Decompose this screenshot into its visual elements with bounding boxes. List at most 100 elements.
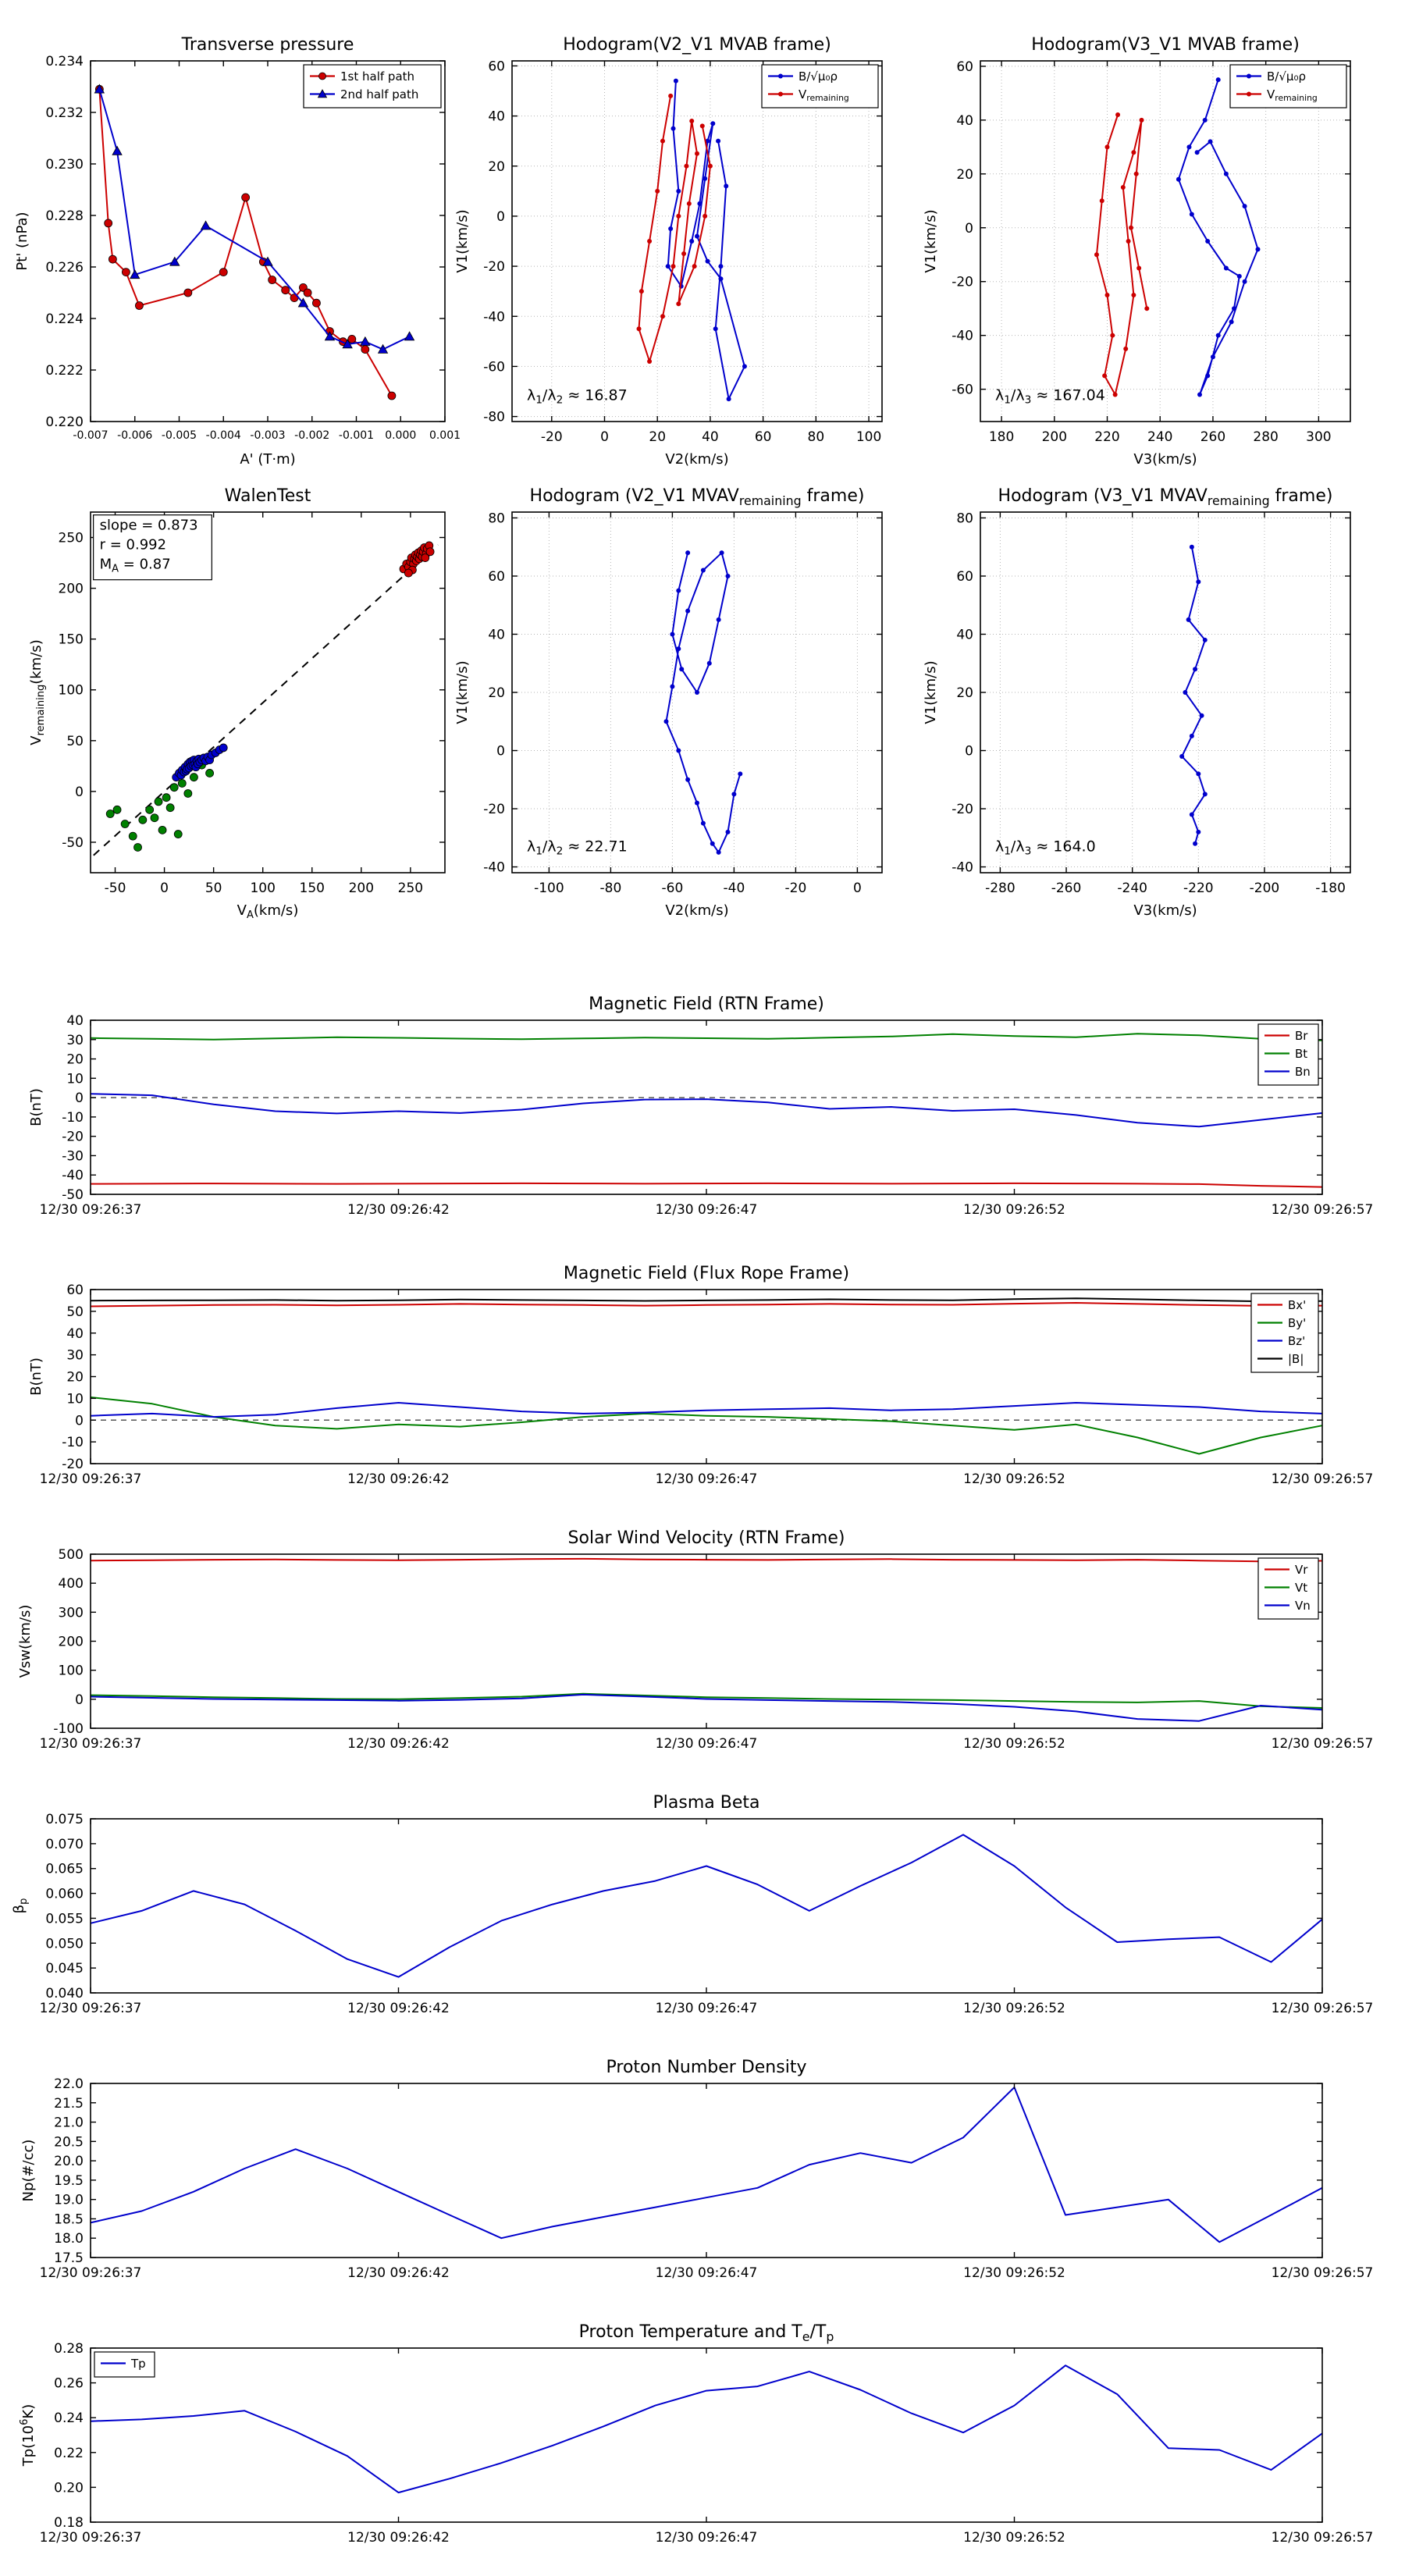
y-axis-label: B(nT) [28, 1088, 44, 1126]
x-tick-label: 12/30 09:26:57 [1272, 1736, 1374, 1752]
y-tick-label: -20 [951, 802, 973, 817]
y-tick-label: 0 [965, 221, 973, 237]
series-beta_p [90, 1834, 1323, 1978]
x-tick-label: -180 [1315, 881, 1346, 896]
y-tick-label: -10 [62, 1435, 84, 1450]
x-tick-label: -20 [541, 429, 563, 445]
y-axis-label: V1(km/s) [923, 660, 939, 724]
x-tick-label: -220 [1183, 881, 1214, 896]
chart-title: Proton Temperature and Te/Tp [579, 2322, 834, 2344]
x-tick-label: 12/30 09:26:37 [40, 2265, 142, 2281]
legend-label: |B| [1288, 1352, 1304, 1366]
legend-box [1229, 64, 1347, 109]
x-tick-label: 180 [989, 429, 1014, 445]
y-tick-label: 60 [956, 569, 973, 585]
x-axis-label: V2(km/s) [665, 902, 728, 919]
x-tick-label: 12/30 09:26:37 [40, 1736, 142, 1752]
series-fit [93, 544, 439, 856]
x-tick-label: 50 [205, 881, 222, 896]
x-axis-label: V3(km/s) [1133, 902, 1197, 919]
legend-label: Vr [1295, 1563, 1308, 1577]
y-tick-label: -20 [951, 275, 973, 290]
chart-vsw_rtn: 12/30 09:26:37 12/30 09:26:42 12/30 09:26:… [17, 1528, 1373, 1752]
x-tick-label: 220 [1094, 429, 1119, 445]
y-tick-label: 40 [956, 627, 973, 642]
x-tick-label: 12/30 09:26:47 [656, 1471, 758, 1487]
y-tick-label: 200 [59, 1635, 84, 1650]
x-tick-label: 12/30 09:26:52 [963, 2265, 1065, 2281]
x-tick-label: 12/30 09:26:57 [1272, 1202, 1374, 1218]
chart-walen_test: -50 0 50 100 150 200 250 -50 0 50 100 150 200 250 Wale… [28, 486, 446, 921]
x-tick-label: 12/30 09:26:57 [1272, 1471, 1374, 1487]
y-tick-label: -40 [951, 860, 973, 876]
chart-b_fluxrope: 12/30 09:26:37 12/30 09:26:42 12/30 09:26:… [28, 1264, 1373, 1487]
x-tick-label: 60 [755, 429, 772, 445]
x-tick-label: -0.006 [117, 429, 152, 442]
x-tick-label: 0 [853, 881, 862, 896]
x-tick-label: 0.000 [385, 429, 416, 442]
legend-box [1257, 1557, 1319, 1620]
x-tick-label: -60 [662, 881, 684, 896]
x-tick-label: 12/30 09:26:37 [40, 2001, 142, 2016]
y-tick-label: 10 [66, 1071, 84, 1087]
annotation: λ1/λ2 ≈ 16.87 [527, 386, 628, 406]
y-tick-label: -20 [483, 802, 505, 817]
y-tick-label: 10 [66, 1391, 84, 1407]
chart-b_rtn: 12/30 09:26:37 12/30 09:26:42 12/30 09:26:… [28, 994, 1373, 1218]
chart-hodogram_v2v1_mvav: -100 -80 -60 -40 -20 0 -40 -20 0 20 40 60 80 Hodogram… [454, 486, 883, 919]
y-tick-label: 60 [488, 59, 505, 74]
legend-label: 1st half path [340, 69, 414, 84]
y-tick-label: 20 [488, 159, 505, 175]
legend-label: Bt [1295, 1047, 1307, 1061]
x-tick-label: -20 [785, 881, 807, 896]
x-tick-label: -0.007 [73, 429, 108, 442]
y-tick-label: -50 [62, 835, 84, 851]
y-tick-label: 0 [75, 1692, 84, 1708]
y-tick-label: 250 [59, 531, 84, 546]
axes-frame [90, 1019, 1323, 1195]
y-tick-label: 0.075 [45, 1812, 84, 1827]
series-1st half path [98, 89, 393, 397]
y-tick-label: 0.070 [45, 1837, 84, 1852]
y-tick-label: 0.050 [45, 1936, 84, 1952]
chart-hodogram_v3v1_mvav: -280 -260 -240 -220 -200 -180-40-20020406080H… [923, 486, 1351, 919]
series-|B| [90, 1297, 1323, 1303]
x-tick-label: 12/30 09:26:52 [963, 2530, 1065, 2546]
y-axis-label: Tp(106K) [19, 2404, 37, 2467]
y-tick-label: 0.230 [45, 157, 84, 173]
x-tick-label: 12/30 09:26:42 [347, 2265, 450, 2281]
y-tick-label: -40 [483, 309, 505, 325]
x-tick-label: 0.001 [429, 429, 461, 442]
x-tick-label: 12/30 09:26:47 [656, 1202, 758, 1218]
y-tick-label: 0.28 [54, 2341, 84, 2357]
legend-label: Bx' [1288, 1298, 1306, 1312]
y-tick-label: 20 [956, 685, 973, 701]
y-tick-label: 0.060 [45, 1887, 84, 1902]
series-Tp [90, 2364, 1323, 2494]
legend-label: B/√μ₀ρ [799, 69, 838, 84]
x-tick-label: 0 [600, 429, 609, 445]
y-tick-label: 0.065 [45, 1862, 84, 1877]
chart-proton_temp: 12/30 09:26:37 12/30 09:26:42 12/30 09:26:… [19, 2322, 1373, 2546]
x-tick-label: -80 [600, 881, 622, 896]
y-tick-label: 0 [75, 1091, 84, 1106]
y-tick-label: 0 [75, 1413, 84, 1429]
y-tick-label: 150 [59, 632, 84, 648]
legend-label: Tp [130, 2357, 146, 2371]
x-tick-label: 12/30 09:26:57 [1272, 2530, 1374, 2546]
y-tick-label: 400 [59, 1576, 84, 1592]
x-tick-label: 80 [808, 429, 825, 445]
y-tick-label: -100 [53, 1721, 84, 1737]
y-tick-label: 0.234 [45, 54, 84, 69]
legend-label: Br [1295, 1029, 1308, 1043]
series-V_remaining [1096, 114, 1148, 396]
y-tick-label: 0 [496, 209, 505, 225]
legend-label: Vn [1295, 1599, 1311, 1613]
x-axis-label: V3(km/s) [1133, 451, 1197, 468]
y-axis-label: B(nT) [28, 1357, 44, 1396]
axes-frame [90, 2347, 1323, 2523]
chart-title: Hodogram (V3_V1 MVAVremaining frame) [998, 486, 1333, 508]
x-tick-label: -0.003 [250, 429, 285, 442]
y-axis-label: V1(km/s) [923, 209, 939, 272]
